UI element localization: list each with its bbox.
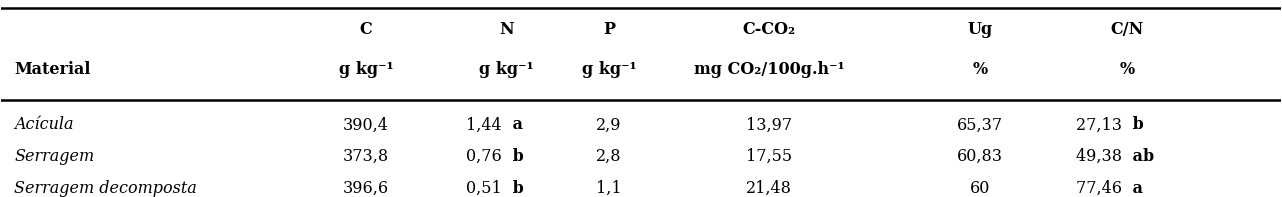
Text: Acícula: Acícula [14, 116, 73, 133]
Text: 21,48: 21,48 [746, 180, 792, 197]
Text: b: b [506, 148, 523, 165]
Text: 60,83: 60,83 [956, 148, 1003, 165]
Text: 390,4: 390,4 [344, 116, 388, 133]
Text: 27,13: 27,13 [1076, 116, 1127, 133]
Text: Material: Material [14, 61, 91, 78]
Text: 396,6: 396,6 [342, 180, 388, 197]
Text: 0,51: 0,51 [465, 180, 506, 197]
Text: 49,38: 49,38 [1076, 148, 1127, 165]
Text: ab: ab [1127, 148, 1154, 165]
Text: g kg⁻¹: g kg⁻¹ [338, 61, 394, 78]
Text: Serragem decomposta: Serragem decomposta [14, 180, 197, 197]
Text: 65,37: 65,37 [956, 116, 1003, 133]
Text: b: b [506, 180, 523, 197]
Text: a: a [506, 116, 523, 133]
Text: %: % [973, 61, 987, 78]
Text: 1,1: 1,1 [596, 180, 622, 197]
Text: 1,44: 1,44 [465, 116, 506, 133]
Text: 0,76: 0,76 [465, 148, 506, 165]
Text: 2,8: 2,8 [596, 148, 622, 165]
Text: C/N: C/N [1110, 21, 1144, 38]
Text: P: P [603, 21, 615, 38]
Text: C: C [359, 21, 372, 38]
Text: 77,46: 77,46 [1076, 180, 1127, 197]
Text: %: % [1119, 61, 1135, 78]
Text: Ug: Ug [968, 21, 992, 38]
Text: 373,8: 373,8 [342, 148, 388, 165]
Text: g kg⁻¹: g kg⁻¹ [582, 61, 636, 78]
Text: 17,55: 17,55 [746, 148, 792, 165]
Text: C-CO₂: C-CO₂ [742, 21, 796, 38]
Text: 13,97: 13,97 [746, 116, 792, 133]
Text: mg CO₂/100g.h⁻¹: mg CO₂/100g.h⁻¹ [694, 61, 845, 78]
Text: 2,9: 2,9 [596, 116, 622, 133]
Text: N: N [500, 21, 514, 38]
Text: Serragem: Serragem [14, 148, 95, 165]
Text: g kg⁻¹: g kg⁻¹ [479, 61, 535, 78]
Text: 60: 60 [969, 180, 990, 197]
Text: b: b [1127, 116, 1144, 133]
Text: a: a [1127, 180, 1144, 197]
